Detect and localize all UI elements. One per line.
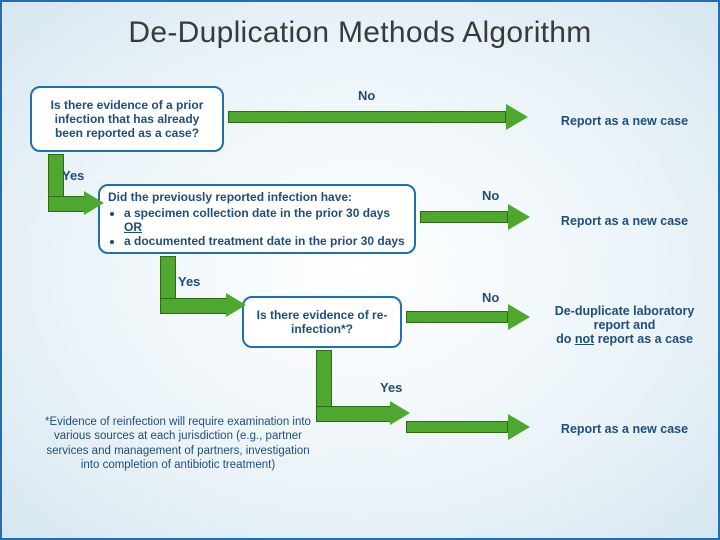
- label-yes-2: Yes: [178, 274, 200, 289]
- outcome-deduplicate: De-duplicate laboratory report and do no…: [542, 304, 707, 346]
- label-no-3: No: [482, 290, 499, 305]
- arrow-yes-final-h: [406, 418, 530, 436]
- arrow-no-3: [406, 308, 530, 326]
- slide-title: De-Duplication Methods Algorithm: [2, 16, 718, 50]
- bullet-specimen-date: a specimen collection date in the prior …: [124, 206, 406, 234]
- decision-text: Is there evidence of a prior infection t…: [40, 98, 214, 140]
- decision-text: Is there evidence of re-infection*?: [252, 308, 392, 336]
- decision-bullet-list: a specimen collection date in the prior …: [108, 206, 406, 248]
- decision-prior-dates: Did the previously reported infection ha…: [98, 184, 416, 254]
- outcome-new-case-3: Report as a new case: [542, 422, 707, 436]
- label-no-1: No: [358, 88, 375, 103]
- decision-reinfection: Is there evidence of re-infection*?: [242, 296, 402, 348]
- slide-canvas: De-Duplication Methods Algorithm Is ther…: [0, 0, 720, 540]
- bullet-treatment-date: a documented treatment date in the prior…: [124, 234, 406, 248]
- outcome-new-case-1: Report as a new case: [542, 114, 707, 128]
- label-yes-3: Yes: [380, 380, 402, 395]
- arrow-no-2: [420, 208, 530, 226]
- arrow-no-1: [228, 108, 528, 126]
- decision-prior-infection: Is there evidence of a prior infection t…: [30, 86, 224, 152]
- outcome-new-case-2: Report as a new case: [542, 214, 707, 228]
- label-yes-1: Yes: [62, 168, 84, 183]
- decision-lead: Did the previously reported infection ha…: [108, 190, 406, 204]
- footnote-reinfection: *Evidence of reinfection will require ex…: [38, 415, 318, 473]
- label-no-2: No: [482, 188, 499, 203]
